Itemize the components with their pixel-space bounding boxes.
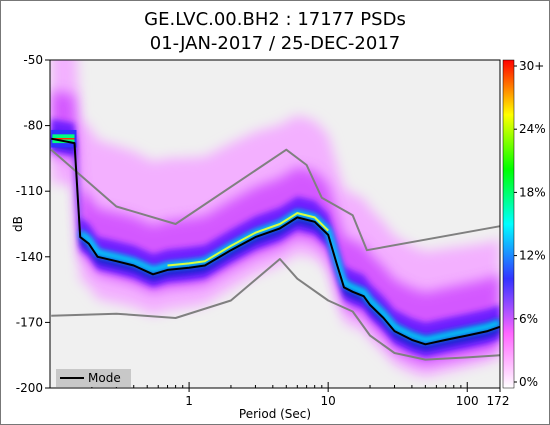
colorbar-tick-label: 0%	[519, 375, 538, 389]
x-tick-label: 10	[321, 394, 336, 408]
y-tick-label: -170	[16, 315, 43, 329]
y-tick-label: -50	[23, 53, 43, 67]
colorbar-tick-label: 12%	[519, 249, 546, 263]
colorbar-tick-label: 6%	[519, 312, 538, 326]
low-noise-model-line	[51, 258, 501, 361]
colorbar-tick-label: 30+	[519, 59, 544, 73]
y-tick-label: -200	[16, 381, 43, 395]
high-noise-model-line	[50, 148, 501, 252]
legend-box	[56, 369, 131, 387]
chart-subtitle: 01-JAN-2017 / 25-DEC-2017	[150, 33, 401, 54]
y-axis-label: dB	[11, 216, 25, 232]
x-tick-label: 100	[456, 394, 479, 408]
mode-line	[51, 137, 501, 346]
x-axis: 1 10 100 172	[49, 382, 510, 408]
plot-border	[49, 59, 501, 389]
y-axis: -50 -80 -110 -140 -170 -200	[16, 53, 50, 395]
colorbar-ticks: 0% 6% 12% 18% 24% 30+	[514, 59, 546, 389]
chart-title: GE.LVC.00.BH2 : 17177 PSDs	[144, 9, 406, 30]
density-band-inner	[51, 119, 500, 358]
y-tick-label: -110	[16, 184, 43, 198]
colorbar-gradient	[502, 59, 515, 389]
colorbar-tick-label: 18%	[519, 185, 546, 199]
colorbar: 0% 6% 12% 18% 24% 30+	[502, 59, 546, 389]
x-axis-label: Period (Sec)	[239, 407, 311, 421]
psd-density	[51, 60, 500, 378]
x-tick-label: 172	[487, 394, 510, 408]
colorbar-tick-label: 24%	[519, 122, 546, 136]
x-tick-label: 1	[185, 394, 193, 408]
y-tick-label: -140	[16, 250, 43, 264]
y-tick-label: -80	[23, 119, 43, 133]
legend-mode-label: Mode	[88, 371, 121, 385]
density-ridge-yellow	[167, 212, 329, 267]
legend: Mode	[56, 369, 131, 387]
